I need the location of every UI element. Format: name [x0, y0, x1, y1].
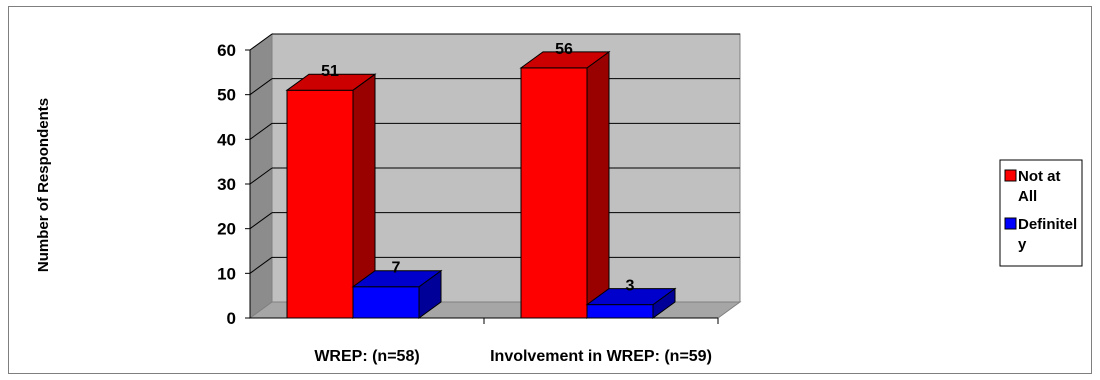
bar-top	[519, 51, 611, 69]
y-axis-title: Number of Respondents	[35, 98, 52, 272]
bar-top	[351, 270, 443, 288]
data-labels: 51 7 56 3	[321, 41, 634, 295]
bar-0-1	[351, 269, 443, 319]
gridline-side	[249, 122, 273, 140]
y-tick-label: 20	[217, 220, 236, 239]
bar-top	[585, 288, 677, 306]
y-tick-label: 40	[217, 130, 236, 149]
category-labels: WREP: (n=58) Involvement in WREP: (n=59)	[314, 318, 719, 365]
y-tick-label: 30	[217, 175, 236, 194]
legend-label: All	[1018, 188, 1037, 205]
data-label: 7	[392, 260, 401, 277]
data-label: 56	[555, 41, 573, 58]
bar-side	[586, 50, 610, 319]
category-label: Involvement in WREP: (n=59)	[490, 348, 712, 365]
legend: Not at All Definitel y	[999, 159, 1083, 267]
bar-top	[285, 73, 377, 91]
bar-1-1	[585, 287, 677, 319]
y-tick-label: 0	[227, 309, 236, 328]
bar-1-0	[519, 50, 611, 319]
bar-front	[286, 89, 354, 319]
bar-front	[352, 286, 420, 319]
gridline-side	[249, 78, 273, 96]
category-label: WREP: (n=58)	[314, 348, 419, 365]
y-tick-label: 10	[217, 264, 236, 283]
bars	[285, 50, 677, 319]
gridline-side	[249, 33, 273, 51]
legend-label: Not at	[1018, 168, 1061, 185]
bar-front	[586, 304, 654, 319]
gridline-side	[249, 256, 273, 274]
gridline-side	[249, 212, 273, 230]
legend-label: y	[1018, 236, 1027, 253]
legend-swatch	[1004, 217, 1017, 230]
legend-swatch	[1004, 169, 1017, 182]
y-tick-label: 60	[217, 41, 236, 60]
gridline-side	[249, 167, 273, 185]
bar-front	[520, 67, 588, 319]
data-label: 51	[321, 63, 339, 80]
legend-label: Definitel	[1018, 216, 1077, 233]
y-tick-label: 50	[217, 86, 236, 105]
data-label: 3	[626, 278, 635, 295]
bar-0-0	[285, 73, 377, 319]
